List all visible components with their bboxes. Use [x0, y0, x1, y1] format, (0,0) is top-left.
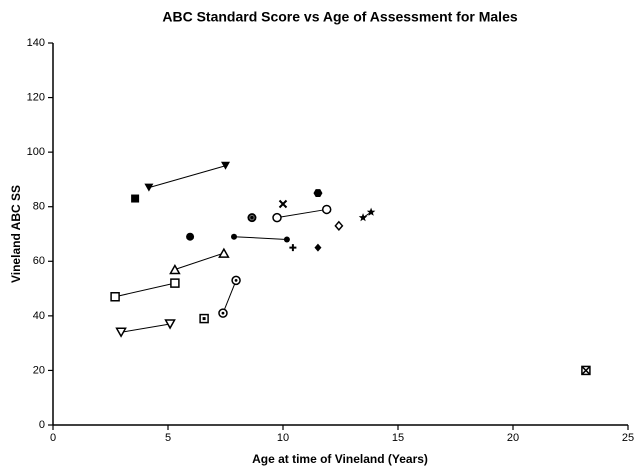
data-point: [169, 263, 181, 275]
y-tick-label: 120: [27, 91, 45, 103]
marker-shape: [144, 183, 154, 192]
data-point: [144, 183, 154, 192]
y-tick-label: 100: [27, 146, 45, 158]
y-axis-label: Vineland ABC SS: [9, 185, 23, 283]
x-tick-label: 5: [165, 432, 171, 444]
y-tick-label: 20: [33, 364, 45, 376]
marker-shape: [218, 247, 230, 258]
marker-shape: [334, 220, 344, 231]
data-point: [170, 278, 180, 288]
data-point: [321, 204, 332, 215]
connecting-line: [222, 280, 237, 314]
data-point: [314, 243, 322, 252]
marker-shape: [110, 292, 120, 302]
marker-shape: [221, 161, 230, 170]
marker-shape: [231, 233, 238, 240]
x-tick-label: 15: [392, 432, 404, 444]
y-tick-label: 40: [33, 310, 45, 322]
data-point: [366, 207, 376, 216]
marker-shape: [283, 236, 290, 243]
data-point: [131, 194, 140, 203]
marker-shape: [170, 278, 180, 288]
connecting-line: [114, 282, 176, 298]
data-point: [164, 319, 176, 330]
marker-shape: [221, 311, 225, 315]
data-point: [221, 161, 230, 170]
data-point: [313, 189, 323, 197]
data-point: [283, 236, 290, 243]
marker-shape: [366, 207, 376, 216]
marker-shape: [358, 213, 368, 222]
data-point: [115, 327, 127, 338]
x-tick-label: 20: [507, 432, 519, 444]
marker-shape: [164, 319, 176, 330]
marker-shape: [321, 204, 332, 215]
y-tick-label: 0: [39, 419, 45, 431]
data-point: [231, 233, 238, 240]
data-point: [358, 213, 368, 222]
marker-shape: [186, 232, 195, 241]
data-point: [199, 313, 209, 324]
marker-shape: [314, 243, 322, 252]
marker-shape: [289, 244, 297, 252]
x-tick-label: 10: [277, 432, 289, 444]
connecting-line: [233, 236, 287, 240]
marker-shape: [247, 213, 257, 223]
y-tick-label: 80: [33, 201, 45, 213]
y-tick-label: 60: [33, 255, 45, 267]
data-point: [289, 244, 297, 252]
x-tick-label: 0: [50, 432, 56, 444]
connecting-line: [174, 252, 225, 270]
chart-title: ABC Standard Score vs Age of Assessment …: [162, 9, 518, 25]
data-point: [278, 199, 288, 209]
data-point: [218, 247, 230, 258]
data-point: [231, 275, 241, 286]
marker-shape: [272, 212, 282, 223]
data-point: [247, 213, 257, 223]
marker-shape: [131, 194, 140, 203]
connecting-line: [148, 165, 226, 189]
data-point: [218, 308, 228, 318]
connecting-line: [276, 208, 327, 219]
marker-shape: [313, 189, 323, 197]
data-point: [186, 232, 195, 241]
marker-shape: [115, 327, 127, 338]
marker-shape: [249, 214, 255, 221]
data-point: [110, 292, 120, 302]
data-point: [334, 220, 344, 231]
data-point: [581, 365, 591, 376]
y-tick-label: 140: [27, 37, 45, 49]
marker-shape: [581, 365, 591, 375]
marker-shape: [169, 263, 181, 275]
x-tick-label: 25: [622, 432, 634, 444]
data-point: [272, 212, 282, 223]
connecting-line: [120, 323, 171, 333]
x-axis-label: Age at time of Vineland (Years): [252, 452, 428, 466]
marker-shape: [234, 278, 238, 282]
marker-shape: [278, 199, 288, 209]
marker-shape: [202, 317, 206, 321]
